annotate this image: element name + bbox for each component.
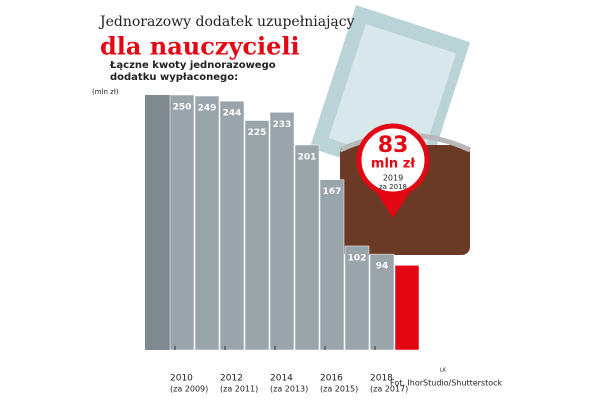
illustration (309, 5, 472, 255)
bar (394, 265, 420, 351)
x-tick-note: (za 2011) (220, 385, 258, 394)
value-label: 167 (323, 187, 342, 197)
value-label: 201 (298, 152, 317, 162)
x-tick-label: 2014 (270, 374, 293, 384)
x-tick-note: (za 2009) (170, 385, 208, 394)
bar (344, 245, 370, 351)
bar (319, 179, 345, 351)
callout-note: za 2018 (379, 183, 407, 191)
subtitle: dla nauczycieli (100, 32, 300, 61)
x-tick-note: (za 2017) (370, 385, 408, 394)
bar (369, 253, 395, 351)
title: Jednorazowy dodatek uzupełniający (98, 14, 355, 30)
x-tick-label: 2018 (370, 374, 393, 384)
value-label: 233 (273, 120, 292, 130)
author: LK (440, 368, 447, 374)
credit: Fot. IhorStudio/Shutterstock (390, 379, 503, 388)
value-label: 225 (248, 128, 267, 138)
bar (294, 144, 320, 351)
callout (356, 123, 430, 197)
callout-value: 83 (378, 133, 409, 158)
x-tick-label: 2016 (320, 374, 343, 384)
unit-label: (mln zł) (92, 88, 119, 96)
bar-side (145, 95, 170, 350)
callout-unit: mln zł (371, 157, 416, 172)
bar (169, 94, 195, 351)
value-label: 94 (376, 262, 389, 272)
x-tick-note: (za 2015) (320, 385, 358, 394)
value-label: 244 (223, 109, 242, 119)
bar (194, 95, 220, 351)
value-label: 250 (173, 103, 192, 113)
bar (269, 112, 295, 351)
x-tick-label: 2010 (170, 374, 193, 384)
bar (244, 120, 270, 351)
x-tick-note: (za 2013) (270, 385, 308, 394)
banknote-face (328, 24, 457, 168)
bar (219, 100, 245, 351)
callout-year: 2019 (383, 174, 403, 183)
value-label: 102 (348, 253, 367, 263)
description: dodatku wypłaconego: (110, 72, 238, 83)
description: Łączne kwoty jednorazowego (109, 60, 276, 71)
x-tick-label: 2012 (220, 374, 243, 384)
value-label: 249 (198, 104, 217, 114)
